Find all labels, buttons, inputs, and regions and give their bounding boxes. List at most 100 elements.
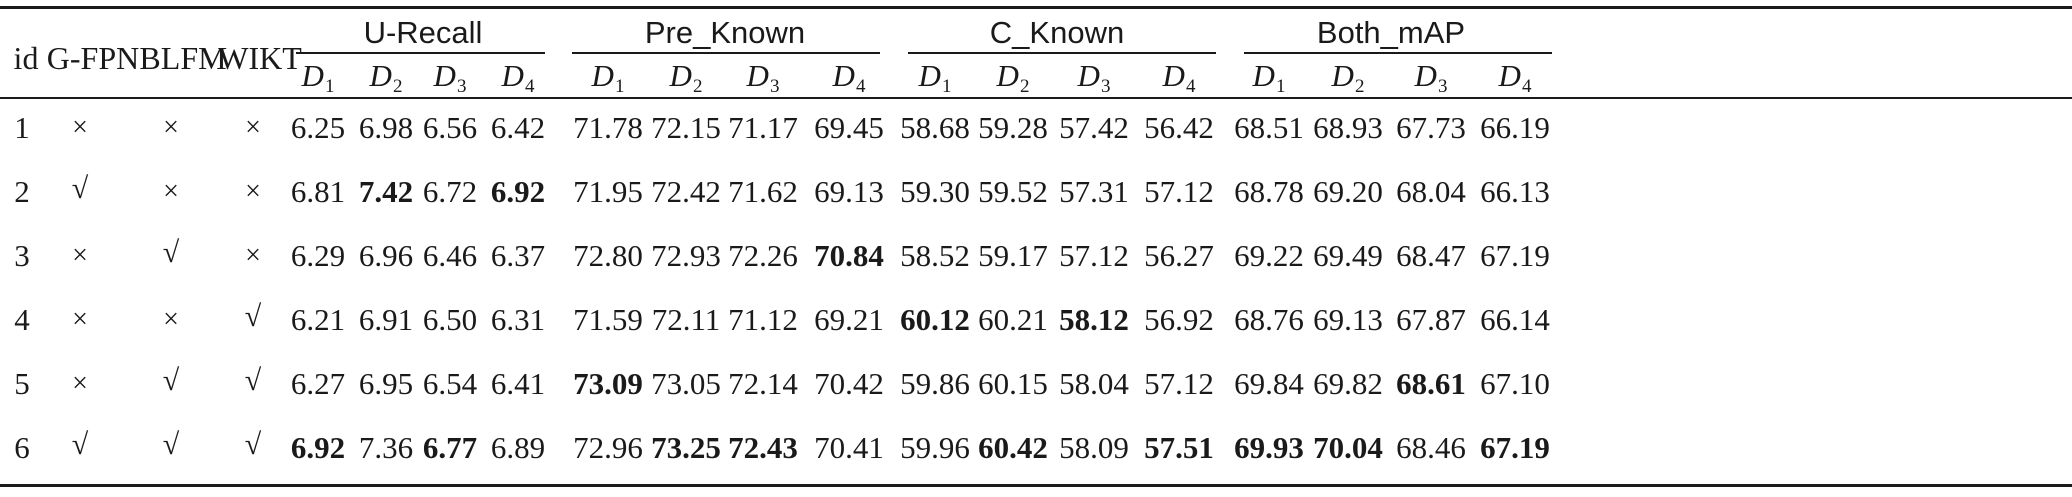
row-id: 5 xyxy=(14,366,30,401)
subheader-d2: D2 xyxy=(369,58,403,97)
table-cell: 6.42 xyxy=(490,110,546,145)
subheader-d1: D1 xyxy=(301,58,335,97)
cross-mark: × xyxy=(72,240,88,271)
header-gfpn: G-FPN xyxy=(46,40,140,76)
check-mark: √ xyxy=(162,364,180,397)
table-cell: 59.30 xyxy=(900,174,970,209)
check-mark: √ xyxy=(162,236,180,269)
row-id: 3 xyxy=(14,238,30,273)
subheader-d1: D1 xyxy=(918,58,952,97)
check-mark: √ xyxy=(162,428,180,461)
table-cell: 6.50 xyxy=(422,302,478,337)
table-cell: 69.20 xyxy=(1313,174,1383,209)
table-cell: 59.17 xyxy=(978,238,1048,273)
table-cell: 6.29 xyxy=(290,238,346,273)
table-cell: 56.92 xyxy=(1144,302,1214,337)
subheader-d1: D1 xyxy=(1252,58,1286,97)
table-cell: 6.92 xyxy=(290,430,346,465)
table-cell: 67.10 xyxy=(1480,366,1550,401)
table-cell: 67.19 xyxy=(1480,430,1550,465)
table-cell: 68.76 xyxy=(1234,302,1304,337)
cross-mark: × xyxy=(72,304,88,335)
table-cell: 6.77 xyxy=(422,430,478,465)
table-cell: 6.21 xyxy=(290,302,346,337)
table-cell: 68.47 xyxy=(1396,238,1466,273)
table-cell: 57.42 xyxy=(1059,110,1129,145)
subheader-d3: D3 xyxy=(433,58,467,97)
table-cell: 56.42 xyxy=(1144,110,1214,145)
table-cell: 69.82 xyxy=(1313,366,1383,401)
group-header-both-map: Both_mAP xyxy=(1316,15,1466,50)
group-header-c-known: C_Known xyxy=(989,15,1125,50)
table-cell: 66.14 xyxy=(1480,302,1550,337)
row-id: 1 xyxy=(14,110,30,145)
table-cell: 57.31 xyxy=(1059,174,1129,209)
table-cell: 6.31 xyxy=(490,302,546,337)
cross-mark: × xyxy=(72,368,88,399)
group-underline xyxy=(908,52,1216,54)
table-cell: 69.13 xyxy=(1313,302,1383,337)
table-cell: 6.98 xyxy=(358,110,414,145)
table-cell: 56.27 xyxy=(1144,238,1214,273)
header-wikt: WIKT xyxy=(218,40,302,76)
table-cell: 7.36 xyxy=(358,430,414,465)
bottom-rule xyxy=(0,484,2072,487)
table-cell: 68.46 xyxy=(1396,430,1466,465)
check-mark: √ xyxy=(244,300,262,333)
subheader-d2: D2 xyxy=(669,58,703,97)
subheader-d4: D4 xyxy=(1162,58,1196,97)
table-cell: 73.05 xyxy=(651,366,721,401)
header-id: id xyxy=(13,40,39,76)
table-cell: 68.78 xyxy=(1234,174,1304,209)
table-cell: 73.09 xyxy=(573,366,643,401)
top-rule xyxy=(0,6,2072,9)
row-id: 2 xyxy=(14,174,30,209)
table-cell: 58.68 xyxy=(900,110,970,145)
table-cell: 70.41 xyxy=(814,430,884,465)
subheader-d2: D2 xyxy=(996,58,1030,97)
table-cell: 67.73 xyxy=(1396,110,1466,145)
table-cell: 6.72 xyxy=(422,174,478,209)
group-underline xyxy=(1244,52,1552,54)
table-cell: 70.42 xyxy=(814,366,884,401)
cross-mark: × xyxy=(163,112,179,143)
table-cell: 69.49 xyxy=(1313,238,1383,273)
cross-mark: × xyxy=(72,112,88,143)
table-cell: 57.51 xyxy=(1144,430,1214,465)
table-cell: 69.93 xyxy=(1234,430,1304,465)
table-cell: 6.81 xyxy=(290,174,346,209)
header-rule xyxy=(0,97,2072,99)
cross-mark: × xyxy=(163,304,179,335)
check-mark: √ xyxy=(244,428,262,461)
group-underline xyxy=(296,52,545,54)
table-cell: 58.12 xyxy=(1059,302,1129,337)
table-cell: 59.28 xyxy=(978,110,1048,145)
table-cell: 57.12 xyxy=(1059,238,1129,273)
header-blfm: BLFM xyxy=(139,40,227,76)
table-cell: 6.46 xyxy=(422,238,478,273)
check-mark: √ xyxy=(71,172,89,205)
table-cell: 71.95 xyxy=(573,174,643,209)
table-cell: 66.19 xyxy=(1480,110,1550,145)
subheader-d3: D3 xyxy=(1414,58,1448,97)
group-header-u-recall: U-Recall xyxy=(363,15,483,50)
group-underline xyxy=(572,52,880,54)
table-cell: 59.96 xyxy=(900,430,970,465)
check-mark: √ xyxy=(244,364,262,397)
subheader-d4: D4 xyxy=(1498,58,1532,97)
table-cell: 69.21 xyxy=(814,302,884,337)
table-cell: 6.96 xyxy=(358,238,414,273)
table-cell: 6.25 xyxy=(290,110,346,145)
table-cell: 69.13 xyxy=(814,174,884,209)
subheader-d4: D4 xyxy=(832,58,866,97)
subheader-d1: D1 xyxy=(591,58,625,97)
table-cell: 70.84 xyxy=(814,238,884,273)
subheader-d3: D3 xyxy=(746,58,780,97)
cross-mark: × xyxy=(245,240,261,271)
cross-mark: × xyxy=(245,176,261,207)
row-id: 4 xyxy=(14,302,30,337)
table-cell: 66.13 xyxy=(1480,174,1550,209)
table-cell: 71.62 xyxy=(728,174,798,209)
subheader-d4: D4 xyxy=(501,58,535,97)
subheader-d2: D2 xyxy=(1331,58,1365,97)
